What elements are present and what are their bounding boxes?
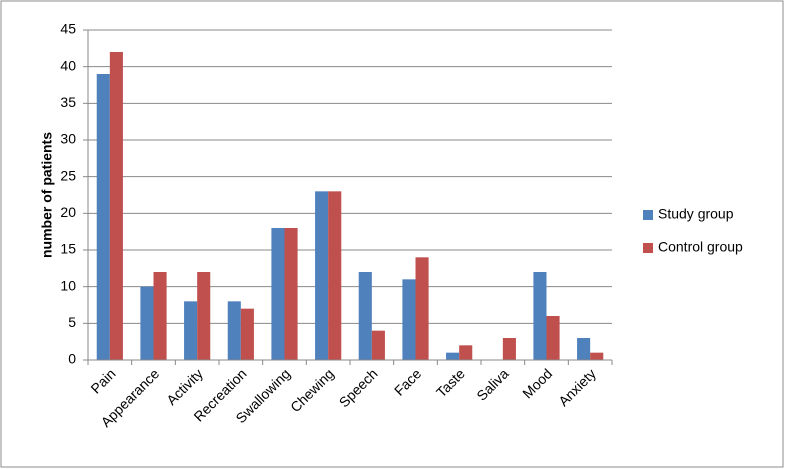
bar <box>315 191 329 360</box>
y-tick-label: 30 <box>60 131 76 147</box>
y-tick-label: 10 <box>60 277 76 293</box>
y-tick-label: 35 <box>60 94 76 110</box>
bar <box>240 308 254 360</box>
bar <box>446 352 460 360</box>
y-tick-label: 15 <box>60 241 76 257</box>
legend-swatch <box>643 243 653 253</box>
y-tick-label: 0 <box>68 351 76 367</box>
bar <box>546 316 560 360</box>
bar <box>227 301 241 360</box>
y-tick-label: 20 <box>60 204 76 220</box>
legend-label: Control group <box>658 239 743 255</box>
bar <box>502 338 516 360</box>
bar <box>184 301 198 360</box>
bar <box>402 279 416 360</box>
bar <box>358 272 372 360</box>
y-tick-label: 5 <box>68 314 76 330</box>
bar <box>271 228 285 360</box>
bar <box>328 191 342 360</box>
legend-swatch <box>643 210 653 220</box>
legend-label: Study group <box>658 206 734 222</box>
bar <box>284 228 298 360</box>
bar <box>371 330 385 360</box>
y-tick-label: 45 <box>60 21 76 37</box>
bar <box>197 272 211 360</box>
bar <box>577 338 591 360</box>
bar <box>533 272 547 360</box>
bar <box>96 74 110 360</box>
y-tick-label: 40 <box>60 57 76 73</box>
bar <box>590 352 604 360</box>
bar <box>140 286 154 360</box>
bar <box>459 345 473 360</box>
y-tick-label: 25 <box>60 167 76 183</box>
bar <box>109 52 123 360</box>
bar <box>153 272 167 360</box>
bar <box>415 257 429 360</box>
y-axis-title: number of patients <box>39 132 55 258</box>
